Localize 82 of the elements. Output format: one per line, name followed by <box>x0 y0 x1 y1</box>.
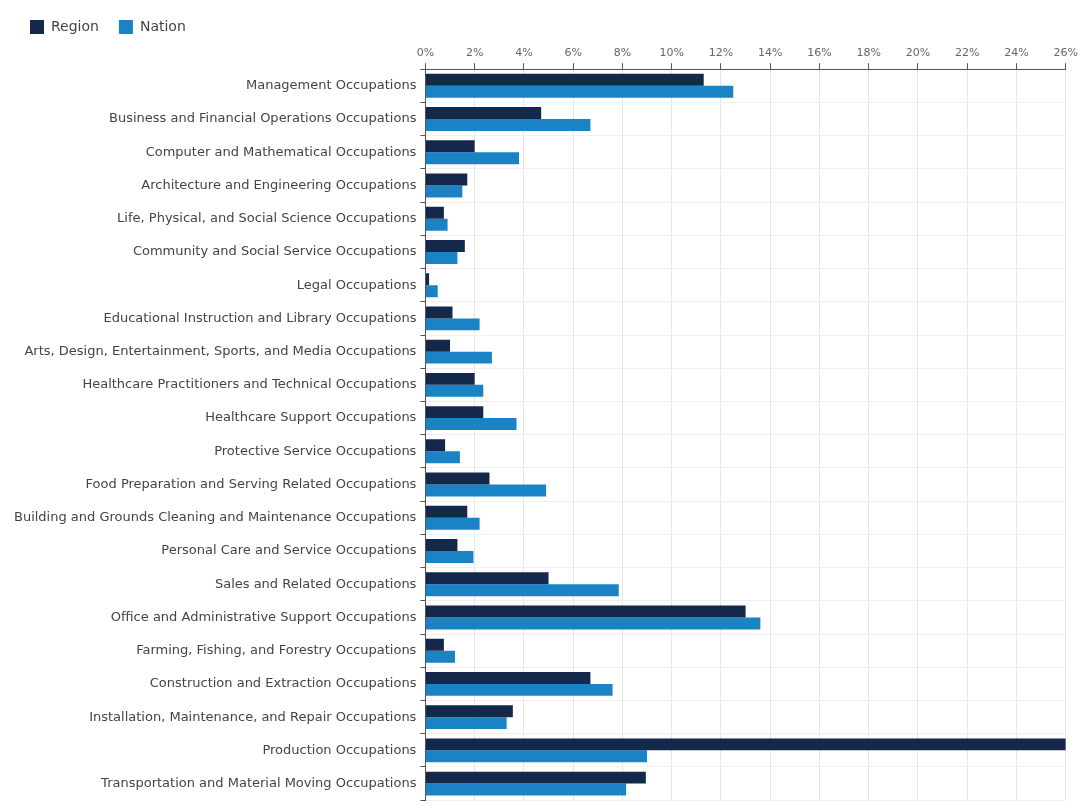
y-tick-label: Protective Service Occupations <box>214 442 417 458</box>
x-tick-label: 4% <box>515 46 533 60</box>
bar <box>425 505 468 518</box>
bar <box>425 173 468 186</box>
y-tick-label: Sales and Related Occupations <box>214 575 417 591</box>
bar <box>425 738 1066 751</box>
y-tick-label: Life, Physical, and Social Science Occupations <box>117 210 417 226</box>
bar <box>425 185 463 198</box>
y-tick-label: Personal Care and Service Occupations <box>161 542 417 558</box>
y-tick-label: Food Preparation and Serving Related Occupations <box>85 475 417 491</box>
bar <box>425 384 484 397</box>
bar <box>425 717 507 730</box>
y-tick-label: Healthcare Practitioners and Technical Occupations <box>82 376 417 392</box>
x-tick-label: 10% <box>659 46 684 60</box>
bar <box>425 351 492 364</box>
x-tick-label: 0% <box>416 46 435 60</box>
bar <box>425 638 444 651</box>
bar <box>425 517 480 530</box>
x-tick-label: 18% <box>856 46 881 60</box>
bar <box>425 218 448 231</box>
y-tick-label: Architecture and Engineering Occupations <box>141 176 417 192</box>
bar <box>425 771 646 784</box>
bar <box>425 671 591 684</box>
bar <box>425 285 438 298</box>
legend-label: Nation <box>139 17 186 34</box>
bar <box>425 73 704 86</box>
y-tick-label: Educational Instruction and Library Occupations <box>103 309 417 325</box>
y-tick-label: Business and Financial Operations Occupations <box>109 110 417 126</box>
x-tick-label: 16% <box>807 46 832 60</box>
bar <box>425 418 517 431</box>
y-tick-label: Farming, Fishing, and Forestry Occupations <box>136 642 417 658</box>
x-tick-label: 8% <box>613 46 632 60</box>
bar <box>425 551 474 563</box>
x-tick-label: 22% <box>955 46 980 60</box>
y-tick-label: Computer and Mathematical Occupations <box>145 143 417 159</box>
y-tick-label: Transportation and Material Moving Occupations <box>100 774 417 790</box>
bar <box>425 406 484 419</box>
bar <box>425 539 458 551</box>
bar <box>425 439 446 452</box>
bar <box>425 617 761 630</box>
bar <box>425 239 465 252</box>
bar <box>425 484 547 497</box>
y-tick-label: Legal Occupations <box>296 276 417 292</box>
y-tick-label: Management Occupations <box>245 77 417 93</box>
bar <box>425 584 619 597</box>
legend-label: Region <box>51 17 99 34</box>
x-tick-label: 20% <box>905 46 931 60</box>
bar <box>425 273 430 286</box>
bar <box>425 85 734 98</box>
x-tick-label: 24% <box>1004 46 1029 60</box>
x-tick-label: 6% <box>564 46 582 60</box>
bar <box>425 605 746 618</box>
bar <box>425 318 480 331</box>
y-tick-label: Building and Grounds Cleaning and Maintenance Occupations <box>13 509 417 525</box>
bar <box>425 783 627 796</box>
y-tick-label: Installation, Maintenance, and Repair Occupations <box>89 708 417 724</box>
bar <box>425 306 453 319</box>
bar <box>425 372 475 385</box>
x-tick-label: 2% <box>465 46 484 60</box>
bar <box>425 251 458 264</box>
bar <box>425 572 549 585</box>
bar <box>425 152 519 165</box>
bar <box>425 206 444 219</box>
y-tick-label: Office and Administrative Support Occupations <box>110 608 417 624</box>
bar <box>425 750 648 763</box>
bar <box>425 472 490 485</box>
bar <box>425 650 455 663</box>
y-tick-label: Arts, Design, Entertainment, Sports, and Media Occupations <box>24 343 417 359</box>
bar <box>425 451 460 464</box>
x-tick-label: 14% <box>758 46 783 60</box>
x-tick-label: 26% <box>1053 46 1078 60</box>
bar <box>425 140 475 153</box>
x-tick-label: 12% <box>708 46 734 60</box>
bar <box>425 339 451 352</box>
bar <box>425 683 613 696</box>
y-tick-label: Production Occupations <box>262 741 417 757</box>
y-tick-label: Healthcare Support Occupations <box>205 409 417 425</box>
bar <box>425 119 591 131</box>
bar <box>425 705 513 718</box>
bar <box>425 107 542 120</box>
y-tick-label: Construction and Extraction Occupations <box>149 675 417 691</box>
y-tick-label: Community and Social Service Occupations <box>132 243 417 259</box>
